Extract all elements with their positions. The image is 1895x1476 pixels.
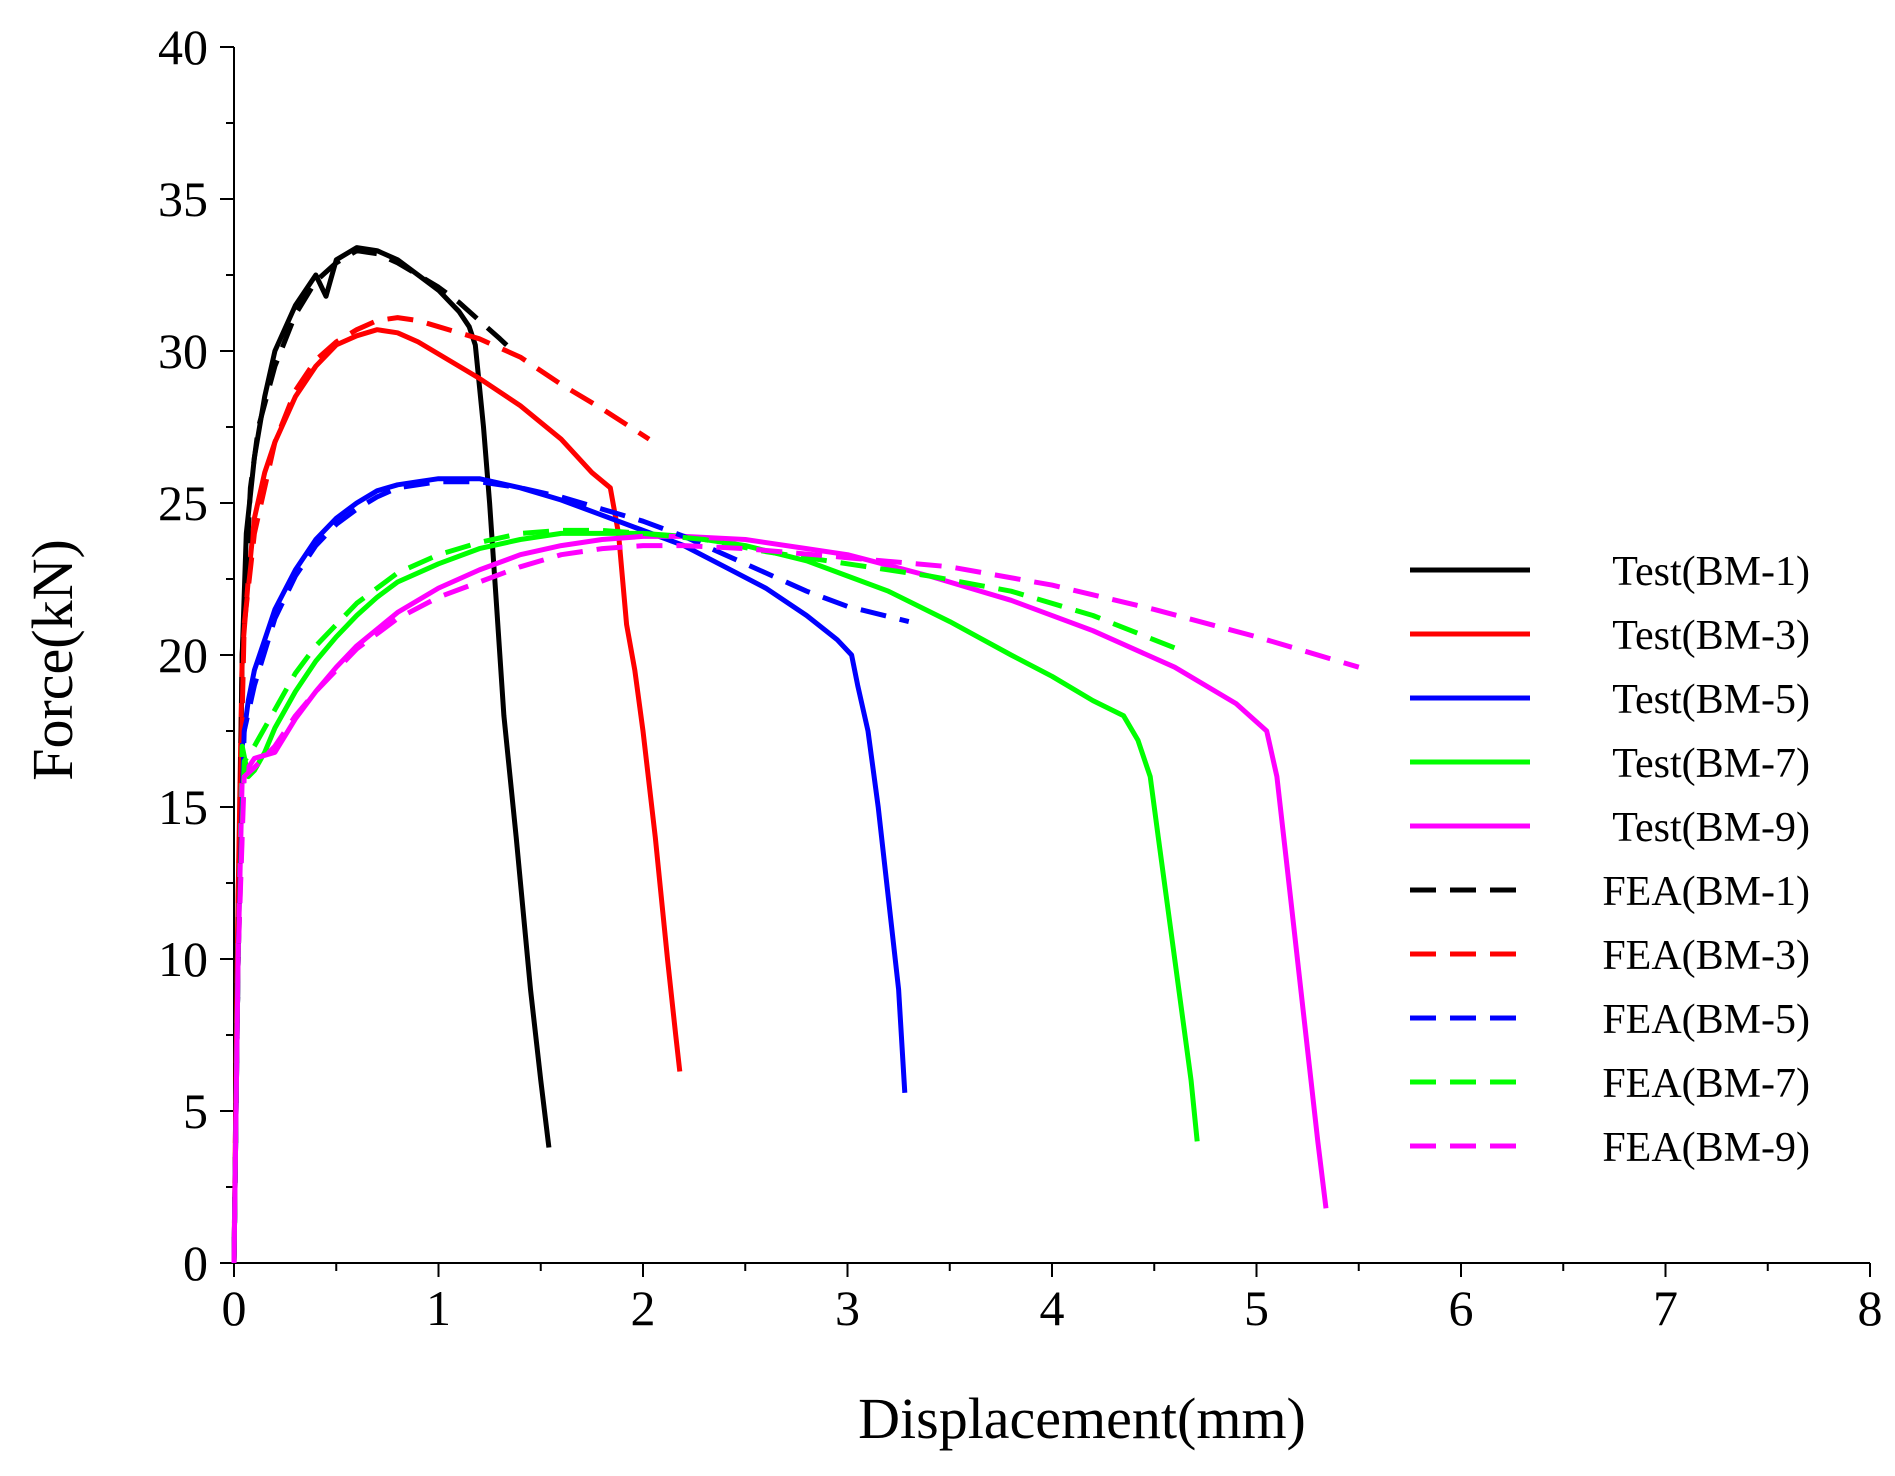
axes: 0 1 2 3 4 5 6 7 8 0 5 10 15 20 25 30 35 40: [158, 19, 1883, 1336]
legend-label-fea-bm-3: FEA(BM-3): [1602, 933, 1810, 979]
series-layer: [231, 245, 1360, 1264]
series-line-fea-bm-7: [231, 527, 1186, 1264]
series-line-fea-bm-3: [231, 315, 651, 1264]
y-tick-label: 0: [183, 1235, 208, 1291]
y-tick-label: 10: [158, 931, 208, 987]
x-axis-title: Displacement(mm): [858, 1386, 1306, 1451]
y-tick-label: 30: [158, 323, 208, 379]
y-tick-label: 15: [158, 779, 208, 835]
legend-label-test-bm-9: Test(BM-9): [1612, 805, 1810, 851]
x-tick-label: 4: [1040, 1280, 1065, 1336]
x-tick-label: 8: [1858, 1280, 1883, 1336]
x-tick-label: 2: [631, 1280, 656, 1336]
legend-label-fea-bm-7: FEA(BM-7): [1602, 1061, 1810, 1107]
x-tick-label: 3: [835, 1280, 860, 1336]
legend: Test(BM-1) Test(BM-3) Test(BM-5) Test(BM-7)…: [1410, 549, 1810, 1171]
legend-label-fea-bm-9: FEA(BM-9): [1602, 1125, 1810, 1171]
y-tick-label: 35: [158, 171, 208, 227]
x-tick-label: 1: [426, 1280, 451, 1336]
legend-label-fea-bm-1: FEA(BM-1): [1602, 869, 1810, 915]
series-line-fea-bm-5: [231, 479, 910, 1264]
x-tick-label: 7: [1653, 1280, 1678, 1336]
x-tick-label: 5: [1244, 1280, 1269, 1336]
x-tick-label: 0: [222, 1280, 247, 1336]
series-line-test-bm-1: [231, 245, 552, 1264]
legend-label-test-bm-7: Test(BM-7): [1612, 741, 1810, 787]
series-line-fea-bm-9: [231, 543, 1360, 1264]
y-tick-label: 25: [158, 475, 208, 531]
y-tick-label: 5: [183, 1083, 208, 1139]
legend-label-fea-bm-5: FEA(BM-5): [1602, 997, 1810, 1043]
x-tick-label: 6: [1449, 1280, 1474, 1336]
series-line-test-bm-3: [231, 327, 683, 1264]
legend-label-test-bm-1: Test(BM-1): [1612, 549, 1810, 595]
y-tick-label: 20: [158, 627, 208, 683]
y-tick-label: 40: [158, 19, 208, 75]
legend-label-test-bm-3: Test(BM-3): [1612, 613, 1810, 659]
y-axis-title: Force(kN): [20, 539, 85, 781]
series-line-fea-bm-1: [231, 248, 518, 1264]
legend-label-test-bm-5: Test(BM-5): [1612, 677, 1810, 723]
